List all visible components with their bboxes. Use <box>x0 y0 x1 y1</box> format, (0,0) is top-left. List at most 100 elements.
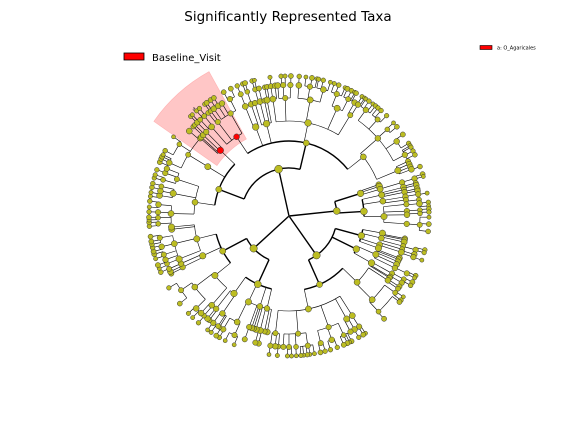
leaf-node-p2-0-0-0-2-0 <box>146 209 152 215</box>
branch-p3-1-1 <box>363 200 383 205</box>
clade-node-p2-1-3-4-1 <box>354 101 362 108</box>
branch-p0-0-1-3 <box>380 239 404 247</box>
branch-p0-0-1-0 <box>382 233 405 239</box>
clade-node-p0-2-0-0-1 <box>395 285 401 292</box>
branch-p2-1-2-0 <box>254 102 262 126</box>
branch-p2-1 <box>299 142 307 170</box>
branch-p0-0-2-1 <box>379 244 402 253</box>
branch-p2-1-3-0 <box>272 99 277 122</box>
clade-node-p2-1-4-0-2 <box>384 126 390 133</box>
clade-node-p2-1-0-0 <box>208 123 215 131</box>
leaf-node-p1-1-0-0-0-0 <box>195 320 202 326</box>
leaf-node-p2-1-1-0-0-0 <box>234 83 240 89</box>
clade-node-p1-1-0-1-1 <box>178 287 184 294</box>
clade-node-p2-0-0-2-2 <box>163 165 170 172</box>
leaf-node-p2-1-3-3-0-1 <box>336 82 342 88</box>
clade-node-p1-1-2-1 <box>171 240 178 247</box>
leaf-node-p0-1-1-0-0-1 <box>407 282 414 289</box>
branch-p1-1-1-1 <box>180 254 203 264</box>
clade-node-p2-0-0-1 <box>169 189 177 197</box>
leaf-node-p0-2-0-1-1-1 <box>381 315 387 322</box>
leaf-node-p0-2-1-0-0-1 <box>360 331 367 338</box>
leaf-node-p2-0-0-1-2-1 <box>150 180 156 187</box>
leaf-node-p2-1-3-2-2-0 <box>316 76 322 82</box>
branch-p3 <box>288 210 337 217</box>
clade-node-p2-1-0-0-0 <box>197 116 203 123</box>
leaf-node-p0-2-1-3-2-0 <box>289 353 294 359</box>
branch-p2-1-4-1 <box>376 170 399 180</box>
clade-node-p3-1-0 <box>378 191 385 199</box>
clade-node-p1-0-3-0-1 <box>215 323 221 329</box>
clade-node-p3-1-2-0-1 <box>416 200 423 207</box>
clade-node-p2-1-4-0-0 <box>362 106 369 113</box>
clade-node-p1-0-2-0-0 <box>241 336 248 343</box>
clade-node-p1-0-2-1 <box>233 318 241 326</box>
branch-p0-1-0-0 <box>377 249 400 259</box>
branch-p3-1-2-3 <box>383 222 407 225</box>
branch-p3-1-1-1 <box>383 199 406 204</box>
clade-node-p0-2-1-2-1 <box>328 336 335 343</box>
leaf-node-p0-2-1-3-0-4 <box>298 353 304 358</box>
leaf-node-p2-0-0-2-1-0 <box>154 167 160 173</box>
leaf-node-p1-1-0-1-1-1 <box>166 285 172 291</box>
leaf-node-p0-2-0-1-1-0 <box>396 299 403 305</box>
branch-p0-2-0-0 <box>368 267 389 281</box>
clade-node-p1-1-2-1-3 <box>156 234 163 241</box>
clade-legend-label: a: O_Agaricales <box>497 46 536 52</box>
branch-p0-1-0-1 <box>377 250 399 260</box>
branch-p0-1-0-3 <box>375 254 397 265</box>
clade-node-p2-1-3-3-0 <box>333 91 340 98</box>
branch-p2-1-1-0 <box>244 106 255 128</box>
clade-node-p2-0-1-0 <box>185 151 192 158</box>
leaf-node-p0-2-1-3-2-1 <box>284 353 290 359</box>
branch-p1-0-1 <box>259 287 267 307</box>
branch-p2-1-0 <box>236 136 248 154</box>
leaf-node-p2-1-3-3-1-3 <box>353 90 359 96</box>
leaf-node-p2-1-3-1-2-0 <box>288 73 294 79</box>
clade-node-p0-2-1-2-0 <box>340 332 347 338</box>
leaf-node-p2-0-0-0-3-1 <box>147 198 153 204</box>
leaf-node-p0-0-2-1-1-0 <box>419 257 425 263</box>
branch-p0-2 <box>307 259 321 285</box>
branch-p2-1-2-2 <box>264 100 270 124</box>
clade-node-p2-1-2-3 <box>263 96 271 104</box>
branch-p3-0-2 <box>360 188 381 196</box>
clade-letter-a: a <box>192 106 195 112</box>
clade-node-p2-0-1-0-2 <box>186 127 193 135</box>
clade-node-p0-2-1 <box>305 305 312 313</box>
clade-node-p2-1-0-2 <box>227 110 234 117</box>
clade-node-p2-0-0-0-3 <box>155 201 162 208</box>
clade-node-p2-0-0-2 <box>173 176 180 183</box>
leaf-node-p2-1-4-0-0-1 <box>366 98 372 104</box>
clade-node-p2-0-0-1-2 <box>158 183 165 190</box>
leaf-node-p0-2-1-3-1-0 <box>294 353 299 359</box>
leaf-node-p2-1-0-2-3-1 <box>227 85 234 92</box>
leaf-node-p0-2-1-1-0-0 <box>356 334 362 340</box>
branch-p0-2-1-3 <box>296 310 299 334</box>
clade-node-p2-1-2 <box>262 120 271 128</box>
branch-p0-2-1-4 <box>275 310 279 334</box>
clade-node-p0-0-3 <box>374 244 382 252</box>
branch-p2-1-3-4 <box>338 114 351 135</box>
leaf-node-p1-0-2-1-1-1 <box>213 332 220 339</box>
leaf-node-p1-1-0-1-0-0 <box>190 315 196 320</box>
branch-p1-1-0-0 <box>211 287 228 306</box>
arc-p0-2 <box>304 267 344 291</box>
leaf-node-p2-1-3-2-0-0 <box>296 73 302 80</box>
branch-p0-2-1-1 <box>335 298 347 320</box>
clade-node-p2-1-0 <box>233 133 240 140</box>
clade-node-p2-1-3-2-1 <box>306 83 313 90</box>
clade-node-p1-1-2-3 <box>168 223 175 231</box>
clade-node-p1-0-2-1-0 <box>231 332 238 339</box>
leaf-node-p1-1-0-1-0-1 <box>185 310 191 316</box>
branch-p0-1-1-0 <box>371 261 393 274</box>
clade-node-p2-0-0-0-2 <box>155 209 162 216</box>
clade-node-p1-0 <box>254 280 262 288</box>
clade-node-p2-0-0 <box>191 199 199 206</box>
branch-p3-0-2-0 <box>379 182 403 190</box>
clade-node-p0-2-1-2 <box>325 324 332 331</box>
leaf-node-p2-1-0-2-3-0 <box>220 89 227 95</box>
branch-p0-0-1-2 <box>381 236 405 243</box>
leaf-node-p2-1-4-1-3-0 <box>417 163 423 170</box>
leaf-node-p2-0-0-1-0-1 <box>148 190 154 195</box>
